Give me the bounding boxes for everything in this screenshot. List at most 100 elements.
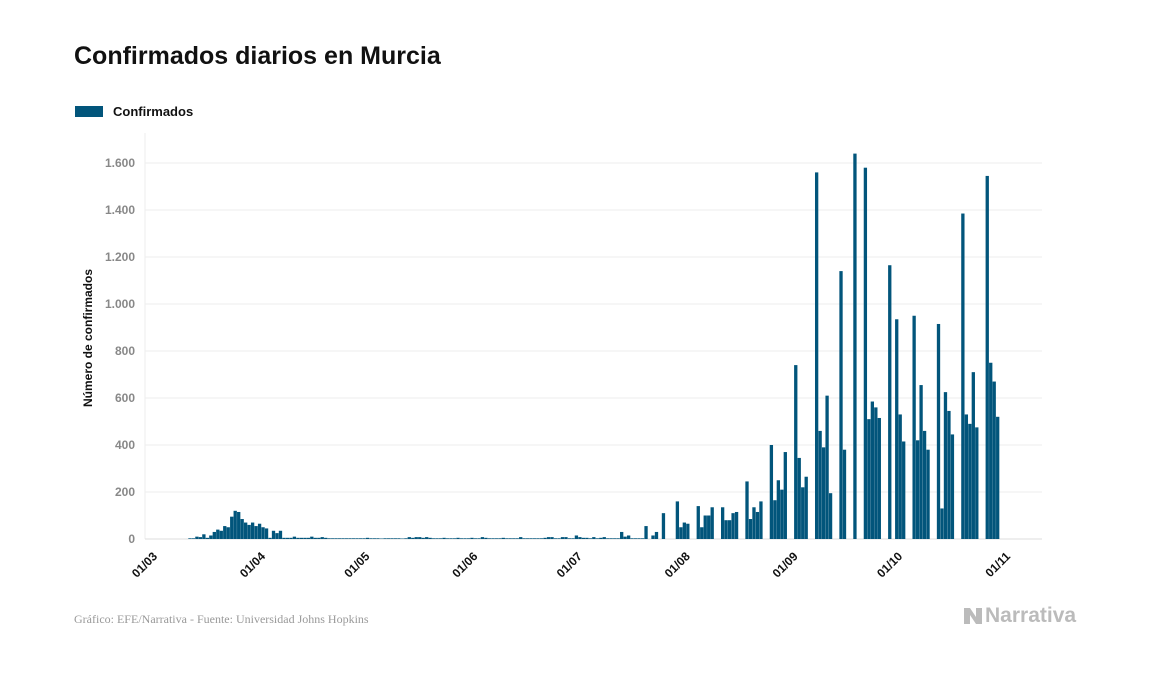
bar <box>411 537 415 539</box>
bar <box>223 526 227 539</box>
bar <box>895 319 899 539</box>
bar <box>863 167 868 539</box>
bar <box>870 401 875 539</box>
bar <box>888 265 892 539</box>
bar <box>484 537 488 539</box>
bar <box>825 395 829 539</box>
bar <box>522 538 526 539</box>
bar <box>334 538 338 539</box>
narrativa-logo: Narrativa <box>963 604 1076 628</box>
bar <box>996 416 1000 539</box>
bar <box>526 538 530 539</box>
bar <box>989 362 993 539</box>
y-tick-label: 400 <box>115 438 135 452</box>
bar <box>919 385 923 539</box>
bar <box>487 538 492 539</box>
bar <box>922 430 927 539</box>
bar <box>602 537 606 539</box>
bar <box>456 537 460 539</box>
bar <box>282 537 286 539</box>
bar <box>515 538 519 539</box>
bar <box>271 530 276 539</box>
bar <box>442 537 446 539</box>
bar <box>369 538 373 539</box>
bar <box>828 493 833 539</box>
chart-title: Confirmados diarios en Murcia <box>74 42 441 70</box>
bar <box>804 476 808 539</box>
bar <box>240 519 244 539</box>
bar <box>968 423 972 539</box>
bar <box>519 537 523 539</box>
bar <box>571 538 575 539</box>
x-tick-label: 01/11 <box>982 549 1013 580</box>
bar <box>546 537 551 539</box>
bar <box>710 507 714 539</box>
bar <box>512 538 516 539</box>
bar <box>626 535 631 539</box>
bar <box>971 372 975 539</box>
bar <box>842 449 847 539</box>
bar <box>501 537 505 539</box>
bar <box>801 487 805 539</box>
bar <box>209 535 213 539</box>
narrativa-n-icon <box>964 608 982 624</box>
bar <box>397 538 401 539</box>
bar <box>299 537 304 539</box>
bar <box>306 537 310 539</box>
bar <box>553 538 558 539</box>
bar <box>853 153 857 539</box>
bar <box>947 410 951 539</box>
bar <box>254 526 258 539</box>
bar <box>289 537 293 539</box>
bar <box>278 530 283 539</box>
bar <box>776 480 781 539</box>
bar <box>560 537 565 539</box>
bar <box>818 430 822 539</box>
bar <box>303 537 307 539</box>
bar <box>365 537 370 539</box>
bar <box>961 213 965 539</box>
bar <box>915 440 920 539</box>
bar <box>480 537 485 539</box>
bar <box>505 538 509 539</box>
x-tick-label: 01/10 <box>874 549 905 580</box>
bar <box>275 533 279 539</box>
bar <box>620 531 624 539</box>
bar <box>557 538 561 539</box>
bar <box>644 526 648 539</box>
y-axis-title: Número de confirmados <box>81 269 95 407</box>
y-tick-label: 1.600 <box>105 156 135 170</box>
logo-text: Narrativa <box>985 604 1077 627</box>
bar <box>317 537 321 539</box>
bar <box>216 529 220 539</box>
bar <box>867 419 871 539</box>
bar <box>432 538 436 539</box>
bar <box>473 538 478 539</box>
bar <box>320 537 324 539</box>
bar <box>588 538 592 539</box>
bar <box>498 538 502 539</box>
bar <box>581 537 586 539</box>
bar <box>654 531 659 539</box>
bar <box>943 392 948 539</box>
bar <box>686 523 690 539</box>
bar <box>452 538 457 539</box>
bar <box>348 538 352 539</box>
bar <box>344 538 349 539</box>
bar <box>226 527 230 539</box>
bar <box>376 538 380 539</box>
bar <box>585 537 589 539</box>
bar <box>355 538 359 539</box>
bar <box>261 527 265 539</box>
bar <box>268 537 272 539</box>
bar <box>731 513 735 539</box>
bar <box>727 520 732 539</box>
bar <box>975 427 979 539</box>
bar <box>564 537 568 539</box>
bar <box>773 500 777 539</box>
bar <box>466 538 471 539</box>
bar <box>623 536 627 539</box>
x-tick-label: 01/04 <box>237 549 268 580</box>
bar <box>821 447 826 539</box>
